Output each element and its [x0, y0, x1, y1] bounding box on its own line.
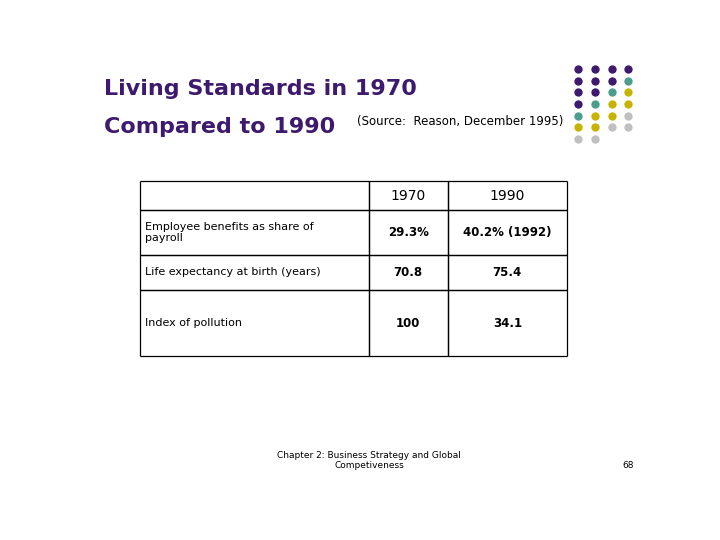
Text: Life expectancy at birth (years): Life expectancy at birth (years) [145, 267, 320, 278]
Text: Index of pollution: Index of pollution [145, 318, 242, 328]
Text: Chapter 2: Business Strategy and Global
Competiveness: Chapter 2: Business Strategy and Global … [277, 451, 461, 470]
Text: 70.8: 70.8 [394, 266, 423, 279]
Text: 34.1: 34.1 [492, 316, 522, 329]
Text: Employee benefits as share of
payroll: Employee benefits as share of payroll [145, 221, 313, 243]
Text: Compared to 1990: Compared to 1990 [104, 117, 336, 137]
Text: Living Standards in 1970: Living Standards in 1970 [104, 79, 417, 99]
Text: (Source:  Reason, December 1995): (Source: Reason, December 1995) [356, 114, 563, 127]
Text: 1970: 1970 [390, 188, 426, 202]
Text: 1990: 1990 [490, 188, 525, 202]
Text: 68: 68 [623, 461, 634, 470]
Text: 40.2% (1992): 40.2% (1992) [463, 226, 552, 239]
Text: 100: 100 [396, 316, 420, 329]
Text: 75.4: 75.4 [492, 266, 522, 279]
Text: 29.3%: 29.3% [387, 226, 428, 239]
